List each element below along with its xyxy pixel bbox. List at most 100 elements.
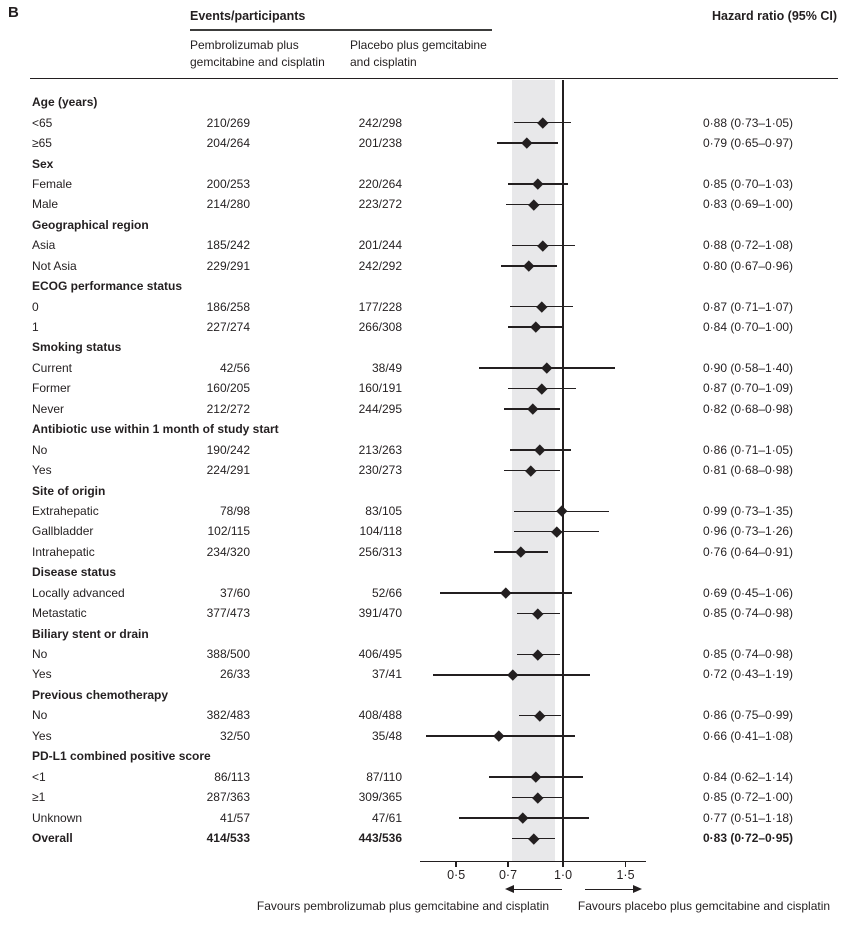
hr-ci-text: 0·66 (0·41–1·08) — [703, 728, 794, 743]
row-label: Female — [32, 176, 73, 191]
forest-row: No 382/483 408/488 0·86 (0·75–0·99) — [32, 705, 838, 725]
events-arm1: 190/242 — [206, 442, 250, 457]
events-arm1: 234/320 — [206, 544, 250, 559]
forest-row: ≥65 204/264 201/238 0·79 (0·65–0·97) — [32, 133, 838, 153]
header-rule — [30, 77, 838, 80]
row-label: No — [32, 442, 48, 457]
row-label: ≥1 — [32, 790, 46, 805]
row-label: Unknown — [32, 810, 83, 825]
events-arm1: 210/269 — [206, 115, 250, 130]
events-arm1: 377/473 — [206, 606, 250, 621]
hr-ci-text: 0·72 (0·43–1·19) — [703, 667, 794, 682]
subgroup-header-row: Site of origin — [32, 480, 838, 500]
events-arm1: 26/33 — [219, 667, 250, 682]
x-axis-tick-label: 0·5 — [447, 867, 466, 882]
forest-row: Overall 414/533 443/536 0·83 (0·72–0·95) — [32, 828, 838, 848]
hr-ci-text: 0·83 (0·72–0·95) — [703, 830, 794, 845]
row-label: PD-L1 combined positive score — [32, 749, 211, 764]
row-label: No — [32, 708, 48, 723]
events-arm2: 87/110 — [366, 769, 402, 784]
events-arm1: 37/60 — [219, 585, 250, 600]
subgroup-header-row: Smoking status — [32, 337, 838, 357]
x-axis-tick — [562, 861, 564, 867]
x-axis-tick-label: 0·7 — [498, 867, 518, 882]
events-arm2: 47/61 — [371, 810, 402, 825]
events-arm2: 201/238 — [358, 136, 402, 151]
favours-right-arrow — [585, 888, 634, 891]
row-label: Yes — [32, 728, 52, 743]
subgroup-header-row: PD-L1 combined positive score — [32, 746, 838, 766]
hr-ci-text: 0·77 (0·51–1·18) — [703, 810, 794, 825]
forest-row: Female 200/253 220/264 0·85 (0·70–1·03) — [32, 174, 838, 194]
row-label: Disease status — [32, 565, 117, 580]
subgroup-header-row: Disease status — [32, 562, 838, 582]
events-arm2: 256/313 — [358, 544, 402, 559]
forest-row: 1 227/274 266/308 0·84 (0·70–1·00) — [32, 317, 838, 337]
row-label: Asia — [32, 238, 56, 253]
x-axis-tick — [624, 861, 627, 867]
forest-row: Asia 185/242 201/244 0·88 (0·72–1·08) — [32, 235, 838, 255]
row-label: Age (years) — [32, 95, 98, 110]
row-label: Intrahepatic — [32, 544, 95, 559]
row-label: Yes — [32, 667, 52, 682]
hr-ci-text: 0·86 (0·71–1·05) — [703, 442, 794, 457]
row-label: Previous chemotherapy — [32, 687, 169, 702]
hr-ci-text: 0·90 (0·58–1·40) — [703, 360, 794, 375]
events-arm2: 160/191 — [358, 381, 402, 396]
favours-right-arrowhead — [633, 884, 642, 893]
forest-row: <65 210/269 242/298 0·88 (0·73–1·05) — [32, 112, 838, 132]
row-label: Yes — [32, 463, 52, 478]
events-arm1: 287/363 — [206, 790, 250, 805]
arm1-column-header: Pembrolizumab plus gemcitabine and cispl… — [190, 38, 325, 69]
events-arm2: 220/264 — [358, 176, 402, 191]
row-label: Extrahepatic — [32, 503, 99, 518]
subgroup-header-row: Sex — [32, 153, 838, 173]
events-arm2: 244/295 — [358, 401, 402, 416]
panel-label: B — [8, 4, 19, 21]
row-label: Current — [32, 360, 73, 375]
forest-row: Yes 224/291 230/273 0·81 (0·68–0·98) — [32, 460, 838, 480]
forest-row: Never 212/272 244/295 0·82 (0·68–0·98) — [32, 399, 838, 419]
x-axis-tick-label: 1·0 — [553, 867, 573, 882]
row-label: Biliary stent or drain — [32, 626, 149, 641]
row-label: ≥65 — [32, 136, 52, 151]
subgroup-header-row: Geographical region — [32, 215, 838, 235]
forest-row: Locally advanced 37/60 52/66 0·69 (0·45–1·0… — [32, 583, 838, 603]
hr-ci-text: 0·96 (0·73–1·26) — [703, 524, 794, 539]
events-arm2: 230/273 — [358, 463, 402, 478]
row-label: 1 — [32, 320, 39, 335]
events-arm2: 177/228 — [358, 299, 402, 314]
hr-ci-text: 0·79 (0·65–0·97) — [703, 136, 794, 151]
row-label: Male — [32, 197, 59, 212]
x-axis-tick — [507, 861, 509, 867]
row-label: Not Asia — [32, 258, 77, 273]
hr-ci-text: 0·85 (0·74–0·98) — [703, 647, 794, 662]
row-label: ECOG performance status — [32, 279, 183, 294]
events-arm2: 213/263 — [358, 442, 402, 457]
row-label: Overall — [32, 830, 73, 845]
events-arm1: 32/50 — [219, 728, 250, 743]
hr-ci-text: 0·83 (0·69–1·00) — [703, 197, 794, 212]
row-label: Former — [32, 381, 71, 396]
hr-ci-text: 0·87 (0·70–1·09) — [703, 381, 794, 396]
forest-row: Intrahepatic 234/320 256/313 0·76 (0·64–0·9… — [32, 542, 838, 562]
events-arm2: 104/118 — [359, 524, 403, 539]
hr-ci-text: 0·88 (0·73–1·05) — [703, 115, 794, 130]
subgroup-header-row: Antibiotic use within 1 month of study s… — [32, 419, 838, 439]
events-arm1: 214/280 — [206, 197, 250, 212]
forest-row: Gallbladder 102/115 104/118 0·96 (0·73–1·26… — [32, 521, 838, 541]
subgroup-header-row: Previous chemotherapy — [32, 685, 838, 705]
events-arm1: 200/253 — [206, 176, 250, 191]
hr-ci-text: 0·86 (0·75–0·99) — [703, 708, 794, 723]
forest-row: Metastatic 377/473 391/470 0·85 (0·74–0·98) — [32, 603, 838, 623]
forest-row: Not Asia 229/291 242/292 0·80 (0·67–0·96) — [32, 256, 838, 276]
events-arm1: 388/500 — [206, 647, 250, 662]
events-arm2: 391/470 — [358, 606, 402, 621]
events-arm2: 266/308 — [358, 320, 402, 335]
hr-ci-text: 0·80 (0·67–0·96) — [703, 258, 794, 273]
hr-ci-text: 0·76 (0·64–0·91) — [703, 544, 794, 559]
events-arm1: 227/274 — [206, 320, 250, 335]
forest-row: <1 86/113 87/110 0·84 (0·62–1·14) — [32, 766, 838, 786]
events-arm2: 35/48 — [371, 728, 402, 743]
subgroup-header-row: Age (years) — [32, 92, 838, 112]
